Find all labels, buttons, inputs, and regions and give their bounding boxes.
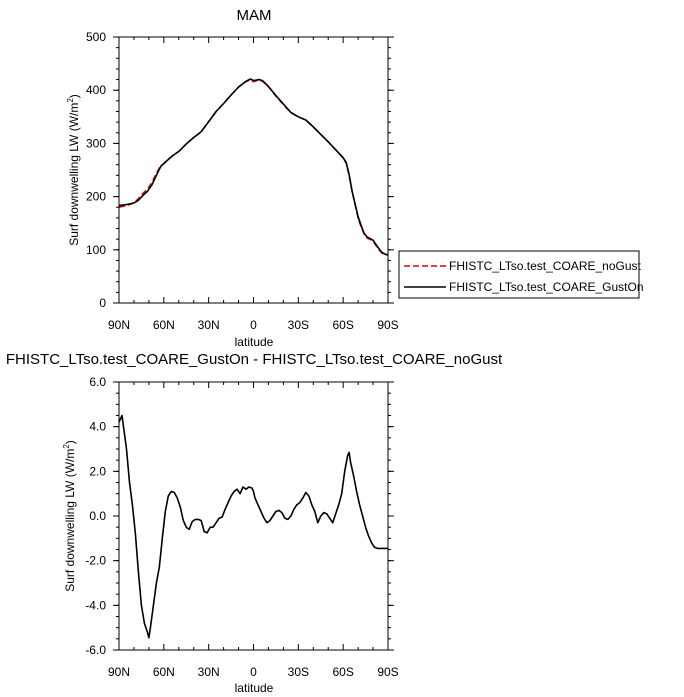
bottom-y-tick-label: -4.0 bbox=[85, 598, 106, 612]
top-series-line-1 bbox=[118, 78, 389, 256]
top-y-axis-title-close: ) bbox=[67, 94, 81, 98]
bottom-x-tick-label: 30N bbox=[198, 665, 220, 679]
bottom-x-ticks: 90N 60N 30N 0 30S 60S 90S bbox=[108, 382, 399, 679]
top-x-tick-label: 60N bbox=[153, 318, 175, 332]
top-x-tick-label: 30S bbox=[288, 318, 309, 332]
top-y-ticks: 0 100 200 300 400 500 bbox=[86, 30, 394, 310]
bottom-x-tick-label: 30S bbox=[288, 665, 309, 679]
bottom-y-tick-label: -2.0 bbox=[85, 554, 106, 568]
top-x-axis-title: latitude bbox=[235, 335, 274, 349]
bottom-x-tick-label: 0 bbox=[250, 665, 257, 679]
top-panel: MAM 90N 60N 30N 0 30S 60S 90S 0 100 200 300 400 500… bbox=[66, 7, 399, 349]
top-y-tick-label: 100 bbox=[86, 243, 106, 257]
bottom-x-axis-title: latitude bbox=[235, 681, 274, 695]
bottom-y-tick-label: 0.0 bbox=[89, 509, 106, 523]
top-y-axis-title-main: Surf downwelling LW (W/m bbox=[67, 103, 81, 246]
bottom-y-axis-title-sup: 2 bbox=[62, 444, 71, 449]
bottom-y-tick-label: 4.0 bbox=[89, 420, 106, 434]
top-series-group bbox=[118, 78, 389, 256]
top-y-tick-label: 200 bbox=[86, 190, 106, 204]
legend-box bbox=[398, 250, 640, 299]
bottom-y-axis-title: Surf downwelling LW (W/m2) bbox=[62, 440, 77, 592]
top-x-tick-label: 90N bbox=[108, 318, 130, 332]
bottom-panel: FHISTC_LTso.test_COARE_GustOn - FHISTC_L… bbox=[6, 351, 503, 695]
bottom-series-group bbox=[118, 414, 388, 639]
top-y-tick-label: 500 bbox=[86, 30, 106, 44]
bottom-y-tick-label: 6.0 bbox=[89, 375, 106, 389]
bottom-x-tick-label: 60S bbox=[332, 665, 353, 679]
top-plot-title: MAM bbox=[237, 7, 272, 24]
top-y-tick-label: 300 bbox=[86, 136, 106, 150]
bottom-plot-frame bbox=[118, 381, 389, 651]
top-x-tick-label: 0 bbox=[250, 318, 257, 332]
bottom-x-tick-label: 60N bbox=[153, 665, 175, 679]
legend: FHISTC_LTso.test_COARE_noGust FHISTC_LTs… bbox=[398, 250, 644, 299]
bottom-plot-title: FHISTC_LTso.test_COARE_GustOn - FHISTC_L… bbox=[6, 351, 503, 368]
top-y-axis-title: Surf downwelling LW (W/m2) bbox=[66, 94, 81, 246]
top-y-tick-label: 400 bbox=[86, 83, 106, 97]
bottom-series-line-0 bbox=[118, 414, 388, 639]
bottom-y-tick-label: -6.0 bbox=[85, 643, 106, 657]
top-x-tick-label: 30N bbox=[198, 318, 220, 332]
bottom-y-axis-title-main: Surf downwelling LW (W/m bbox=[63, 449, 77, 592]
bottom-y-ticks: -6.0 -4.0 -2.0 0.0 2.0 4.0 6.0 bbox=[85, 375, 394, 657]
bottom-y-tick-label: 2.0 bbox=[89, 464, 106, 478]
bottom-x-tick-label: 90N bbox=[108, 665, 130, 679]
top-x-ticks: 90N 60N 30N 0 30S 60S 90S bbox=[108, 37, 399, 332]
legend-label-guston: FHISTC_LTso.test_COARE_GustOn bbox=[449, 280, 644, 294]
top-y-axis-title-sup: 2 bbox=[66, 98, 75, 103]
bottom-x-tick-label: 90S bbox=[377, 665, 398, 679]
legend-label-nogust: FHISTC_LTso.test_COARE_noGust bbox=[449, 259, 642, 273]
bottom-y-axis-title-close: ) bbox=[63, 440, 77, 444]
top-x-tick-label: 90S bbox=[377, 318, 398, 332]
top-y-tick-label: 0 bbox=[99, 296, 106, 310]
top-x-tick-label: 60S bbox=[332, 318, 353, 332]
